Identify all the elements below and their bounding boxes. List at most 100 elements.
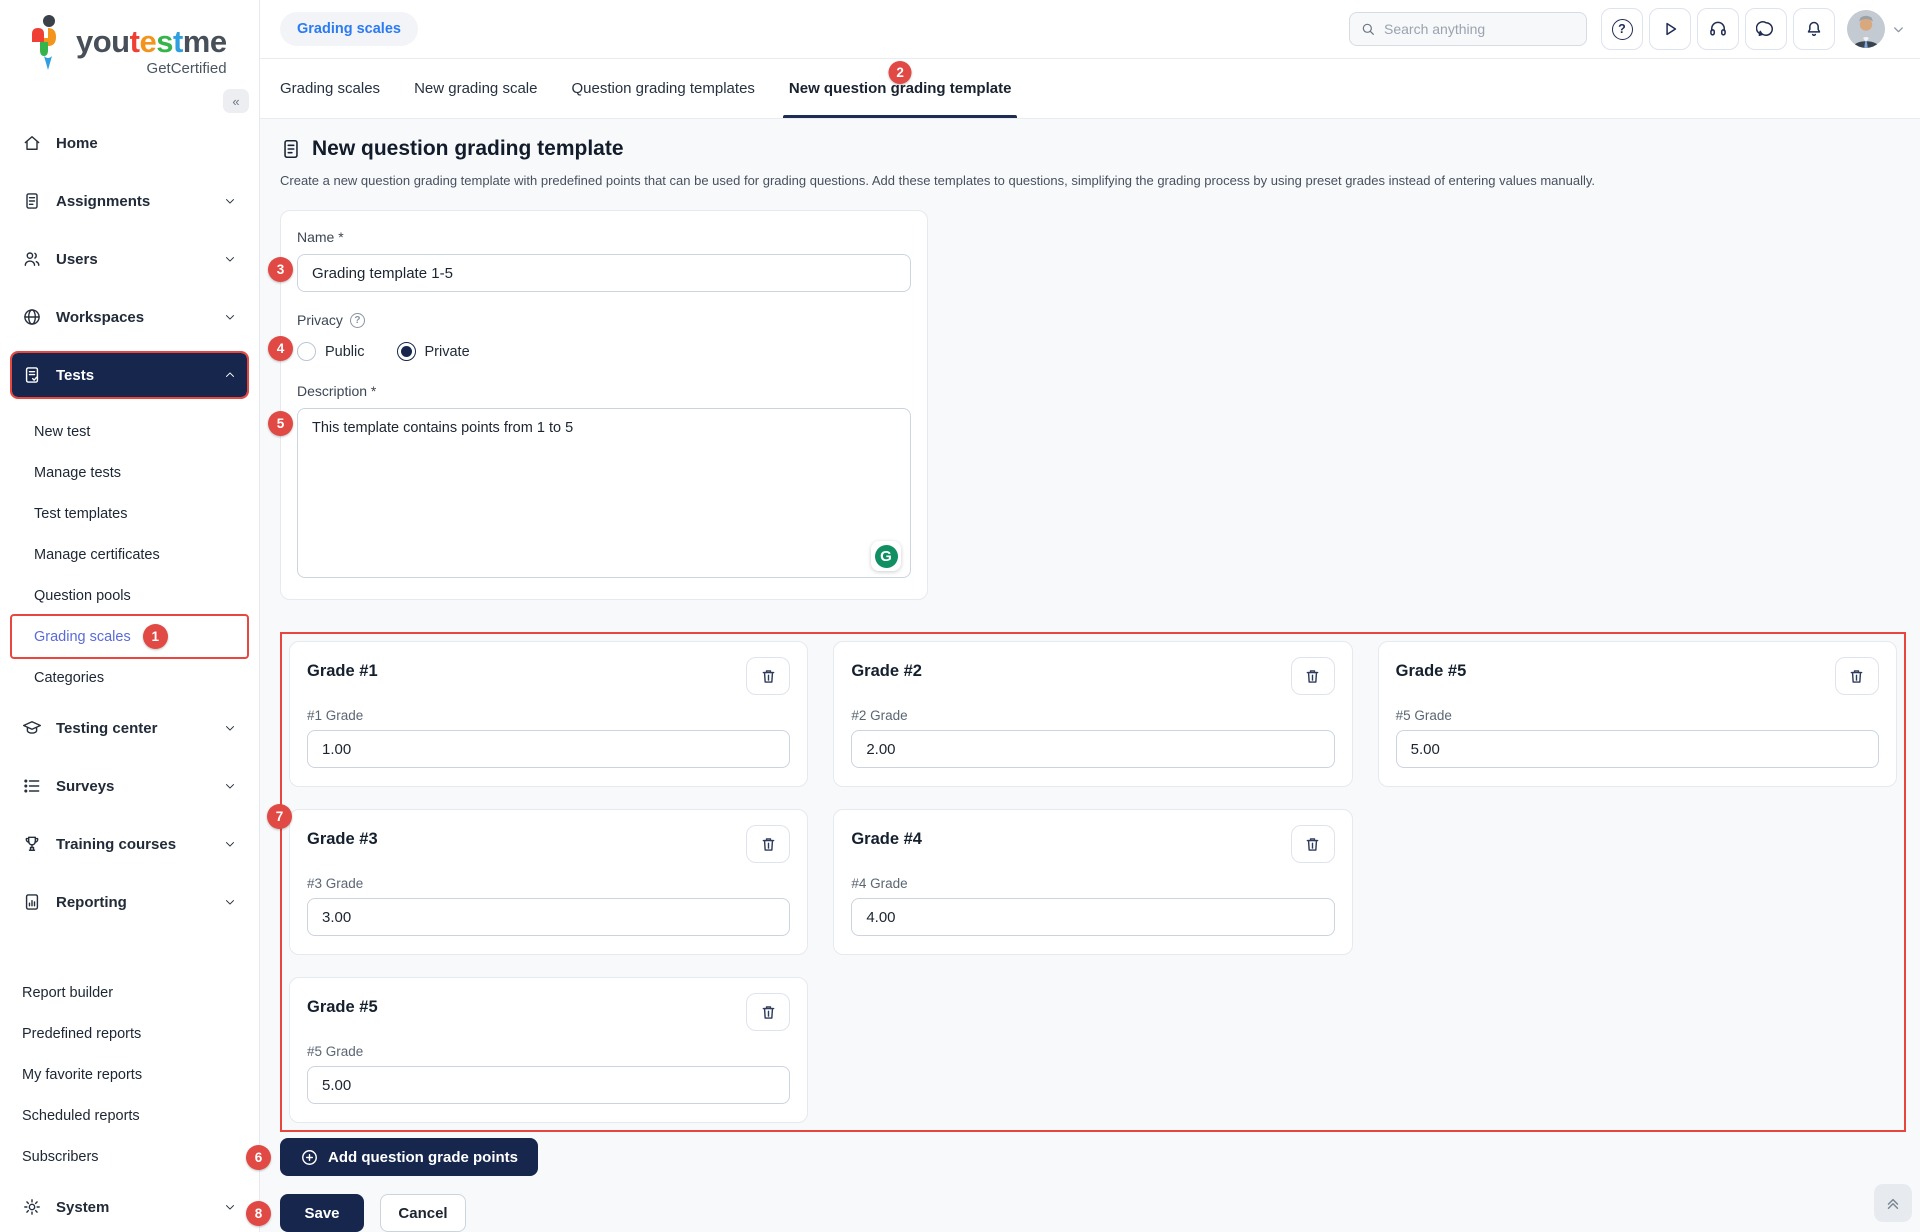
add-question-grade-points-button[interactable]: Add question grade points: [280, 1138, 538, 1176]
grade-field-label: #5 Grade: [307, 1044, 364, 1059]
sidebar-item-home[interactable]: Home: [12, 121, 247, 165]
annotation-badge-3: 3: [268, 257, 293, 282]
sidebar-item-test-templates[interactable]: Test templates: [34, 505, 128, 522]
grade-card-title: Grade #3: [307, 830, 378, 848]
grade-card-5: Grade #4 #4 Grade: [833, 809, 1353, 955]
trash-icon: [1851, 669, 1863, 683]
cancel-button[interactable]: Cancel: [380, 1194, 466, 1232]
chevron-down-icon: [1894, 26, 1903, 32]
grade-card-1: Grade #1 #1 Grade: [289, 641, 809, 787]
sidebar-item-system[interactable]: System: [12, 1185, 247, 1229]
grade-field-label: #4 Grade: [851, 876, 908, 891]
user-avatar[interactable]: [1847, 10, 1885, 48]
sidebar-item-testing-center[interactable]: Testing center: [12, 706, 247, 750]
sidebar-item-manage-certificates[interactable]: Manage certificates: [34, 546, 160, 563]
privacy-public-radio[interactable]: [297, 342, 316, 361]
delete-grade-button[interactable]: [1834, 657, 1879, 695]
sidebar-item-report-builder[interactable]: Report builder: [22, 984, 114, 1001]
description-field[interactable]: This template contains points from 1 to …: [297, 408, 911, 578]
sidebar-item-predefined-reports[interactable]: Predefined reports: [22, 1025, 142, 1042]
grade-field-label: #2 Grade: [851, 708, 908, 723]
grammarly-icon: G: [874, 544, 898, 568]
delete-grade-button[interactable]: [746, 993, 791, 1031]
chevron-down-icon: [226, 842, 234, 847]
sidebar-item-manage-tests[interactable]: Manage tests: [34, 464, 122, 481]
sidebar-item-workspaces[interactable]: Workspaces: [12, 295, 247, 339]
privacy-help-icon[interactable]: ?: [349, 312, 365, 328]
trash-icon: [762, 669, 775, 683]
trash-icon: [1306, 837, 1319, 851]
profile-menu-chevron[interactable]: [1891, 22, 1906, 37]
graduation-cap-icon: [22, 721, 42, 734]
grade-field-label: #1 Grade: [307, 708, 364, 723]
privacy-private-radio[interactable]: [396, 342, 416, 361]
grade-value-input[interactable]: [851, 730, 1335, 768]
grade-value-input[interactable]: [1395, 730, 1879, 768]
global-search[interactable]: [1349, 12, 1587, 46]
sidebar-item-categories[interactable]: Categories: [34, 669, 105, 686]
grade-card-title: Grade #1: [307, 662, 378, 680]
sidebar-item-tests[interactable]: Tests: [10, 351, 249, 399]
play-icon: [1666, 22, 1677, 36]
tab-question-grading-templates[interactable]: Question grading templates: [571, 80, 755, 97]
sidebar-item-training-courses[interactable]: Training courses: [12, 822, 247, 866]
grade-value-input[interactable]: [307, 730, 791, 768]
messages-button[interactable]: [1745, 8, 1787, 50]
chevron-down-icon: [226, 199, 234, 204]
tutorial-button[interactable]: [1649, 8, 1691, 50]
scroll-to-top-button[interactable]: [1874, 1184, 1912, 1222]
breadcrumb[interactable]: Grading scales: [280, 12, 418, 46]
document-icon: [26, 193, 38, 209]
gear-icon: [24, 1199, 40, 1215]
tab-new-grading-scale[interactable]: New grading scale: [414, 80, 538, 97]
delete-grade-button[interactable]: [746, 657, 791, 695]
trash-icon: [762, 1005, 775, 1019]
delete-grade-button[interactable]: [746, 825, 791, 863]
grade-card-title: Grade #4: [851, 830, 922, 848]
sidebar-item-question-pools[interactable]: Question pools: [34, 587, 131, 604]
grade-field-label: #5 Grade: [1395, 708, 1452, 723]
grade-card-2: Grade #2 #2 Grade: [833, 641, 1353, 787]
sidebar-item-surveys[interactable]: Surveys: [12, 764, 247, 808]
annotation-badge-2: 2: [888, 61, 912, 85]
globe-icon: [24, 309, 40, 325]
grade-value-input[interactable]: [307, 898, 791, 936]
description-label: Description *: [297, 383, 377, 399]
name-label: Name *: [297, 229, 344, 245]
double-chevron-up-icon: [1887, 1198, 1899, 1209]
tab-new-question-grading-template[interactable]: 2 New question grading template: [782, 59, 1017, 118]
page-subtitle: Create a new question grading template w…: [280, 173, 1596, 188]
sidebar-collapse-button[interactable]: «: [223, 89, 249, 113]
sidebar-item-assignments[interactable]: Assignments: [12, 179, 247, 223]
grammarly-badge[interactable]: G: [871, 541, 901, 571]
save-button[interactable]: Save: [280, 1194, 364, 1232]
annotation-badge-4: 4: [268, 336, 293, 361]
search-input[interactable]: [1384, 21, 1576, 37]
notifications-button[interactable]: [1793, 8, 1835, 50]
sidebar-item-scheduled-reports[interactable]: Scheduled reports: [22, 1107, 140, 1124]
help-button[interactable]: ?: [1601, 8, 1643, 50]
sidebar-item-users[interactable]: Users: [12, 237, 247, 281]
chevron-down-icon: [226, 900, 234, 905]
delete-grade-button[interactable]: [1290, 657, 1335, 695]
support-button[interactable]: [1697, 8, 1739, 50]
sidebar-item-my-favorite-reports[interactable]: My favorite reports: [22, 1066, 143, 1083]
trophy-icon: [25, 836, 39, 851]
sidebar-item-subscribers[interactable]: Subscribers: [22, 1148, 99, 1165]
name-field[interactable]: [297, 254, 911, 292]
sidebar-item-new-test[interactable]: New test: [34, 423, 91, 440]
home-icon: [24, 136, 40, 150]
grade-value-input[interactable]: [307, 1066, 791, 1104]
sidebar-item-grading-scales[interactable]: Grading scales 1: [10, 614, 249, 659]
tab-grading-scales[interactable]: Grading scales: [280, 80, 381, 97]
annotation-badge-7: 7: [267, 804, 292, 829]
page-content: New question grading template Create a n…: [246, 119, 1920, 1232]
chevron-down-icon: [226, 726, 234, 731]
search-icon: [1362, 23, 1374, 35]
grade-value-input[interactable]: [851, 898, 1335, 936]
chevron-down-icon: [226, 1205, 234, 1210]
users-icon: [24, 252, 40, 266]
delete-grade-button[interactable]: [1290, 825, 1335, 863]
sidebar-item-reporting[interactable]: Reporting: [12, 880, 247, 924]
grade-card-title: Grade #2: [851, 662, 922, 680]
